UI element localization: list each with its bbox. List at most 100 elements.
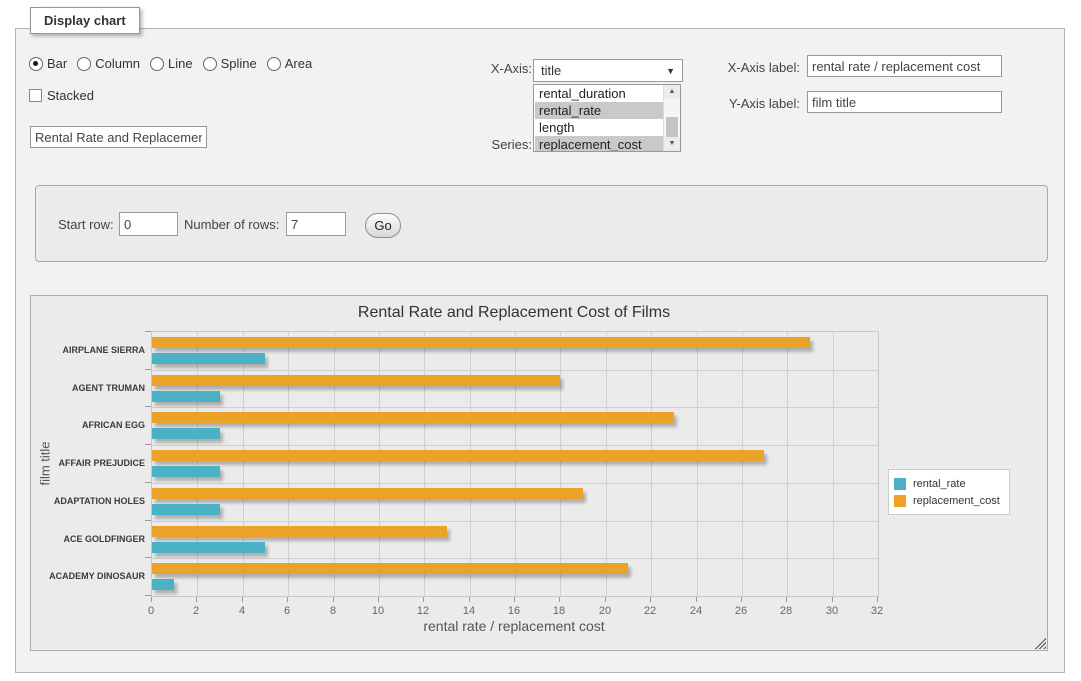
bar-rental_rate [152, 428, 220, 439]
radio-line-icon[interactable] [150, 57, 164, 71]
x-tick-mark [151, 597, 152, 602]
radio-column[interactable]: Column [77, 56, 140, 71]
gridline-vertical [243, 332, 244, 596]
radio-area-icon[interactable] [267, 57, 281, 71]
series-list-label: Series: [432, 137, 532, 152]
scroll-down-icon[interactable]: ▼ [664, 137, 680, 151]
series-multiselect[interactable]: rental_durationrental_ratelengthreplacem… [533, 84, 681, 152]
chevron-down-icon: ▼ [666, 61, 675, 82]
x-tick-label: 30 [812, 605, 852, 617]
x-tick-mark [559, 597, 560, 602]
series-option-rental_duration[interactable]: rental_duration [535, 85, 663, 102]
y-tick-mark [145, 406, 151, 407]
gridline-vertical [606, 332, 607, 596]
gridline-horizontal [152, 445, 878, 446]
category-label: AGENT TRUMAN [31, 382, 145, 394]
legend-label: rental_rate [913, 478, 966, 490]
y-tick-mark [145, 557, 151, 558]
x-axis-label-input[interactable] [807, 55, 1002, 77]
chart-title-input[interactable] [30, 126, 207, 148]
radio-label-column: Column [95, 56, 140, 71]
gridline-vertical [697, 332, 698, 596]
legend-item-replacement_cost: replacement_cost [894, 493, 1000, 508]
category-label: ACE GOLDFINGER [31, 533, 145, 545]
gridline-vertical [288, 332, 289, 596]
gridline-vertical [833, 332, 834, 596]
x-tick-mark [423, 597, 424, 602]
legend-item-rental_rate: rental_rate [894, 476, 1000, 491]
x-tick-label: 24 [676, 605, 716, 617]
chart-type-radio-group: Bar Column Line Spline Area [29, 56, 322, 71]
number-of-rows-label: Number of rows: [184, 217, 279, 232]
bar-replacement_cost [152, 526, 447, 537]
radio-bar-icon[interactable] [29, 57, 43, 71]
series-scrollbar[interactable]: ▲ ▼ [663, 85, 680, 151]
y-axis-label-input[interactable] [807, 91, 1002, 113]
series-option-replacement_cost[interactable]: replacement_cost [535, 136, 663, 151]
x-tick-label: 8 [313, 605, 353, 617]
x-tick-mark [514, 597, 515, 602]
number-of-rows-input[interactable] [286, 212, 346, 236]
bar-rental_rate [152, 391, 220, 402]
x-tick-mark [877, 597, 878, 602]
gridline-horizontal [152, 483, 878, 484]
x-axis-select-label: X-Axis: [432, 61, 532, 76]
plot-area [151, 331, 879, 597]
radio-bar[interactable]: Bar [29, 56, 67, 71]
x-tick-mark [333, 597, 334, 602]
x-tick-label: 20 [585, 605, 625, 617]
x-tick-mark [196, 597, 197, 602]
category-label: AIRPLANE SIERRA [31, 344, 145, 356]
radio-area[interactable]: Area [267, 56, 312, 71]
x-axis-selected-value: title [541, 63, 561, 78]
x-tick-mark [242, 597, 243, 602]
legend-label: replacement_cost [913, 495, 1000, 507]
gridline-vertical [515, 332, 516, 596]
radio-spline-icon[interactable] [203, 57, 217, 71]
bar-replacement_cost [152, 488, 583, 499]
gridline-vertical [197, 332, 198, 596]
series-option-length[interactable]: length [535, 119, 663, 136]
row-range-panel: Start row: Number of rows: Go [35, 185, 1048, 262]
stacked-checkbox[interactable] [29, 89, 42, 102]
gridline-vertical [560, 332, 561, 596]
chart-container: Rental Rate and Replacement Cost of Film… [30, 295, 1048, 651]
y-tick-mark [145, 520, 151, 521]
gridline-horizontal [152, 558, 878, 559]
x-tick-label: 16 [494, 605, 534, 617]
category-label: AFRICAN EGG [31, 419, 145, 431]
panel-title: Display chart [30, 7, 140, 34]
bar-rental_rate [152, 542, 265, 553]
gridline-horizontal [152, 407, 878, 408]
x-axis-label-caption: X-Axis label: [688, 60, 800, 75]
scrollbar-thumb[interactable] [666, 117, 678, 137]
y-tick-mark [145, 595, 151, 596]
x-tick-label: 12 [403, 605, 443, 617]
gridline-vertical [742, 332, 743, 596]
gridline-vertical [379, 332, 380, 596]
start-row-input[interactable] [119, 212, 178, 236]
x-tick-label: 32 [857, 605, 897, 617]
stacked-checkbox-row[interactable]: Stacked [29, 88, 94, 103]
x-tick-mark [469, 597, 470, 602]
radio-label-spline: Spline [221, 56, 257, 71]
x-tick-label: 18 [539, 605, 579, 617]
scroll-up-icon[interactable]: ▲ [664, 85, 680, 99]
chart-title: Rental Rate and Replacement Cost of Film… [151, 304, 877, 322]
resize-handle-icon[interactable] [1034, 637, 1046, 649]
bar-rental_rate [152, 353, 265, 364]
radio-line[interactable]: Line [150, 56, 193, 71]
bar-rental_rate [152, 504, 220, 515]
x-axis-select[interactable]: title ▼ [533, 59, 683, 82]
x-tick-label: 4 [222, 605, 262, 617]
category-label: AFFAIR PREJUDICE [31, 457, 145, 469]
radio-column-icon[interactable] [77, 57, 91, 71]
x-tick-label: 10 [358, 605, 398, 617]
gridline-vertical [424, 332, 425, 596]
series-options: rental_durationrental_ratelengthreplacem… [535, 85, 663, 151]
go-button[interactable]: Go [365, 213, 401, 238]
x-tick-mark [741, 597, 742, 602]
gridline-vertical [334, 332, 335, 596]
radio-spline[interactable]: Spline [203, 56, 257, 71]
series-option-rental_rate[interactable]: rental_rate [535, 102, 663, 119]
